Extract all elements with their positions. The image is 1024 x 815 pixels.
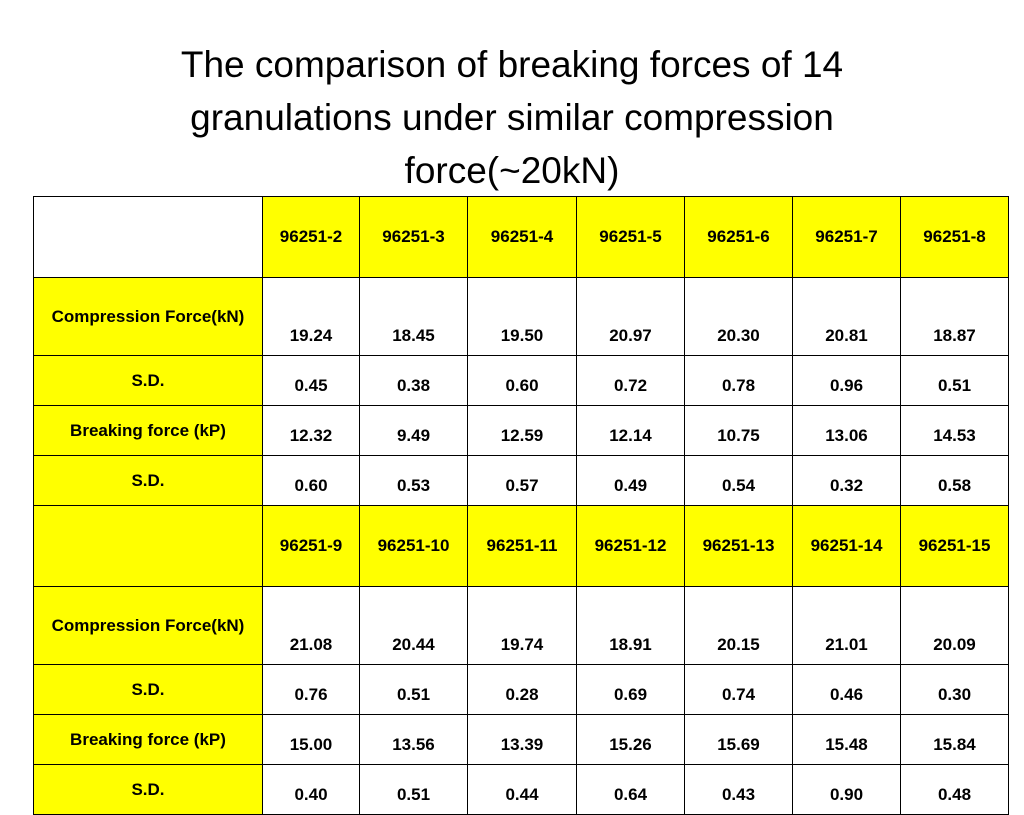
granulation-id-cell: 96251-14 [792,505,901,587]
value-cell: 21.08 [262,586,360,665]
granulation-id-cell: 96251-15 [900,505,1009,587]
granulation-id-cell: 96251-8 [900,196,1009,278]
row-label-cell: S.D. [33,664,263,715]
value-cell: 0.58 [900,455,1009,506]
value-cell: 0.90 [792,764,901,815]
value-cell: 0.49 [576,455,685,506]
granulation-id-cell: 96251-10 [359,505,468,587]
table-row: S.D. 0.45 0.38 0.60 0.72 0.78 0.96 0.51 [33,355,1009,406]
table-row: Compression Force(kN) 21.08 20.44 19.74 18.9… [33,586,1009,665]
value-cell: 0.30 [900,664,1009,715]
value-cell: 20.44 [359,586,468,665]
value-cell: 0.51 [900,355,1009,406]
value-cell: 18.45 [359,277,468,356]
granulation-id-cell: 96251-9 [262,505,360,587]
value-cell: 0.32 [792,455,901,506]
slide-title: The comparison of breaking forces of 14 … [180,44,844,191]
value-cell: 0.76 [262,664,360,715]
row-label-cell: S.D. [33,764,263,815]
granulation-header-row: 96251-2 96251-3 96251-4 96251-5 96251-6 96251… [33,196,1009,278]
value-cell: 0.51 [359,664,468,715]
value-cell: 0.96 [792,355,901,406]
granulation-id-cell: 96251-6 [684,196,793,278]
value-cell: 0.54 [684,455,793,506]
value-cell: 0.53 [359,455,468,506]
value-cell: 15.69 [684,714,793,765]
value-cell: 12.32 [262,405,360,456]
table-row: S.D. 0.60 0.53 0.57 0.49 0.54 0.32 0.58 [33,455,1009,506]
value-cell: 0.43 [684,764,793,815]
value-cell: 20.81 [792,277,901,356]
value-cell: 18.91 [576,586,685,665]
granulation-id-cell: 96251-5 [576,196,685,278]
value-cell: 20.09 [900,586,1009,665]
row-label-cell: S.D. [33,355,263,406]
value-cell: 0.44 [467,764,577,815]
value-cell: 9.49 [359,405,468,456]
value-cell: 0.60 [262,455,360,506]
row-label-cell: Compression Force(kN) [33,277,263,356]
table-row: Breaking force (kP) 12.32 9.49 12.59 12.14 10… [33,405,1009,456]
value-cell: 15.26 [576,714,685,765]
value-cell: 0.64 [576,764,685,815]
value-cell: 19.24 [262,277,360,356]
value-cell: 14.53 [900,405,1009,456]
breaking-force-table: 96251-2 96251-3 96251-4 96251-5 96251-6 96251… [33,196,1009,815]
value-cell: 20.97 [576,277,685,356]
table-row: Compression Force(kN) 19.24 18.45 19.50 20.9… [33,277,1009,356]
value-cell: 18.87 [900,277,1009,356]
value-cell: 13.56 [359,714,468,765]
value-cell: 15.00 [262,714,360,765]
granulation-id-cell: 96251-4 [467,196,577,278]
value-cell: 12.14 [576,405,685,456]
granulation-id-cell: 96251-7 [792,196,901,278]
value-cell: 20.15 [684,586,793,665]
granulation-id-cell: 96251-11 [467,505,577,587]
value-cell: 0.57 [467,455,577,506]
granulation-id-cell: 96251-12 [576,505,685,587]
value-cell: 0.72 [576,355,685,406]
value-cell: 0.28 [467,664,577,715]
row-label-cell: Breaking force (kP) [33,405,263,456]
value-cell: 19.74 [467,586,577,665]
value-cell: 21.01 [792,586,901,665]
value-cell: 0.69 [576,664,685,715]
table-row: Breaking force (kP) 15.00 13.56 13.39 15.26 1… [33,714,1009,765]
value-cell: 0.74 [684,664,793,715]
value-cell: 0.46 [792,664,901,715]
header-corner-cell [33,505,263,587]
value-cell: 0.78 [684,355,793,406]
table-row: S.D. 0.76 0.51 0.28 0.69 0.74 0.46 0.30 [33,664,1009,715]
granulation-id-cell: 96251-3 [359,196,468,278]
value-cell: 0.48 [900,764,1009,815]
value-cell: 0.40 [262,764,360,815]
granulation-header-row: 96251-9 96251-10 96251-11 96251-12 96251-13 9… [33,505,1009,587]
value-cell: 0.60 [467,355,577,406]
granulation-id-cell: 96251-13 [684,505,793,587]
header-corner-cell [33,196,263,278]
row-label-cell: S.D. [33,455,263,506]
value-cell: 0.45 [262,355,360,406]
value-cell: 12.59 [467,405,577,456]
row-label-cell: Compression Force(kN) [33,586,263,665]
value-cell: 0.38 [359,355,468,406]
value-cell: 13.39 [467,714,577,765]
value-cell: 15.84 [900,714,1009,765]
row-label-cell: Breaking force (kP) [33,714,263,765]
value-cell: 13.06 [792,405,901,456]
table-row: S.D. 0.40 0.51 0.44 0.64 0.43 0.90 0.48 [33,764,1009,815]
value-cell: 15.48 [792,714,901,765]
granulation-id-cell: 96251-2 [262,196,360,278]
value-cell: 20.30 [684,277,793,356]
value-cell: 10.75 [684,405,793,456]
value-cell: 0.51 [359,764,468,815]
value-cell: 19.50 [467,277,577,356]
